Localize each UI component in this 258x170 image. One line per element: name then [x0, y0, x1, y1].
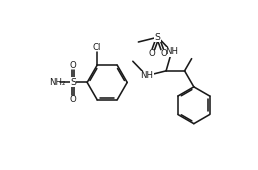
- Text: S: S: [70, 78, 76, 87]
- Text: O: O: [149, 49, 155, 58]
- Text: Cl: Cl: [93, 43, 101, 52]
- Text: NH: NH: [165, 47, 178, 56]
- Text: S: S: [155, 33, 161, 42]
- Text: O: O: [160, 49, 167, 58]
- Text: NH: NH: [140, 71, 153, 80]
- Text: O: O: [70, 95, 76, 104]
- Text: O: O: [70, 61, 76, 70]
- Text: NH₂: NH₂: [49, 78, 65, 87]
